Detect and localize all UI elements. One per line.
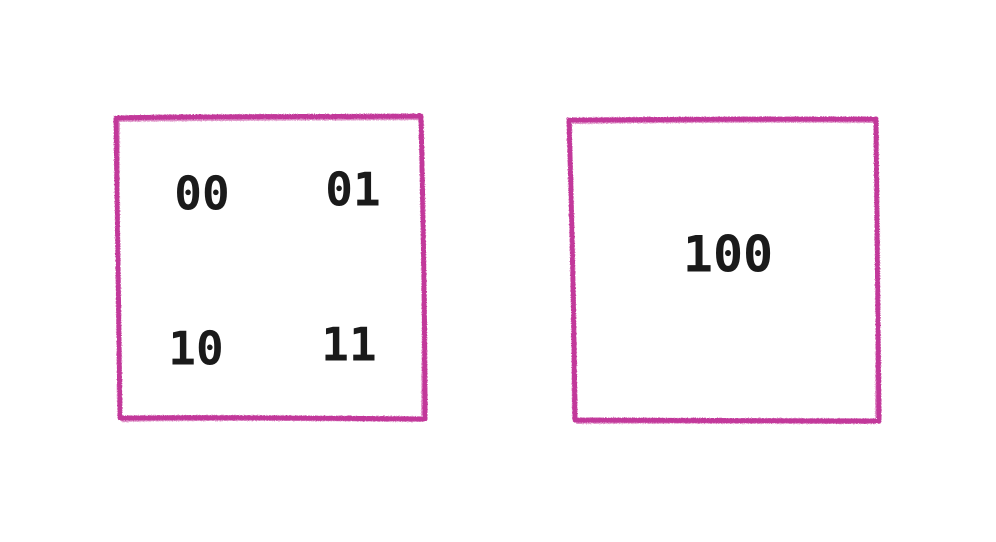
code-11: 11 xyxy=(321,318,376,372)
left-box-frame-sketch xyxy=(117,118,425,422)
code-01: 01 xyxy=(325,163,380,217)
left-box-frame xyxy=(113,113,428,422)
right-box-frame xyxy=(566,116,882,424)
left-code-box: 00 01 10 11 xyxy=(113,113,428,422)
code-00: 00 xyxy=(174,167,229,221)
code-10: 10 xyxy=(168,322,223,376)
right-code-box: 100 xyxy=(566,116,882,424)
right-box-frame-sketch xyxy=(570,120,878,424)
code-100: 100 xyxy=(683,226,773,284)
